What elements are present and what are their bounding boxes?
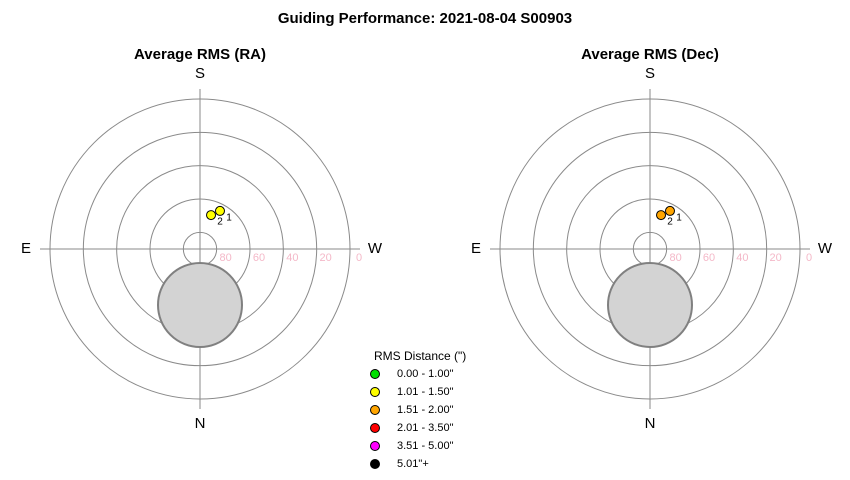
direction-label: W bbox=[368, 240, 383, 257]
direction-label: W bbox=[818, 240, 833, 257]
r-tick-label: 0 bbox=[356, 252, 362, 264]
legend-label: 1.01 - 1.50" bbox=[397, 386, 454, 398]
ring bbox=[82, 131, 318, 367]
legend-swatch bbox=[370, 369, 380, 379]
legend-label: 3.51 - 5.00" bbox=[397, 440, 454, 452]
legend-swatch bbox=[370, 459, 380, 469]
data-point bbox=[214, 205, 225, 216]
legend-swatch bbox=[370, 441, 380, 451]
page-title: Guiding Performance: 2021-08-04 S00903 bbox=[278, 10, 572, 27]
legend-label: 2.01 - 3.50" bbox=[397, 422, 454, 434]
r-tick-label: 60 bbox=[253, 252, 265, 264]
ring bbox=[532, 131, 768, 367]
legend-label: 5.01"+ bbox=[397, 458, 429, 470]
direction-label: E bbox=[471, 240, 481, 257]
data-point bbox=[206, 210, 217, 221]
ring bbox=[49, 98, 351, 400]
r-tick-label: 20 bbox=[320, 252, 332, 264]
data-point bbox=[664, 205, 675, 216]
ring bbox=[499, 98, 801, 400]
legend-title: RMS Distance (") bbox=[374, 349, 466, 363]
r-tick-label: 40 bbox=[286, 252, 298, 264]
legend-swatch bbox=[370, 405, 380, 415]
legend-swatch bbox=[370, 423, 380, 433]
point-label: 2 bbox=[217, 217, 223, 228]
r-tick-label: 40 bbox=[736, 252, 748, 264]
direction-label: E bbox=[21, 240, 31, 257]
legend-label: 1.51 - 2.00" bbox=[397, 404, 454, 416]
point-label: 1 bbox=[676, 213, 682, 224]
point-label: 1 bbox=[226, 213, 232, 224]
r-tick-label: 20 bbox=[770, 252, 782, 264]
shaded-region bbox=[157, 262, 243, 348]
chart-title: Average RMS (RA) bbox=[134, 46, 266, 63]
chart-title: Average RMS (Dec) bbox=[581, 46, 719, 63]
data-point bbox=[656, 210, 667, 221]
point-label: 2 bbox=[667, 217, 673, 228]
legend-swatch bbox=[370, 387, 380, 397]
direction-label: N bbox=[645, 415, 656, 432]
r-tick-label: 60 bbox=[703, 252, 715, 264]
r-tick-label: 0 bbox=[806, 252, 812, 264]
direction-label: S bbox=[645, 65, 655, 82]
direction-label: S bbox=[195, 65, 205, 82]
legend-label: 0.00 - 1.00" bbox=[397, 368, 454, 380]
r-tick-label: 80 bbox=[670, 252, 682, 264]
direction-label: N bbox=[195, 415, 206, 432]
r-tick-label: 80 bbox=[220, 252, 232, 264]
shaded-region bbox=[607, 262, 693, 348]
